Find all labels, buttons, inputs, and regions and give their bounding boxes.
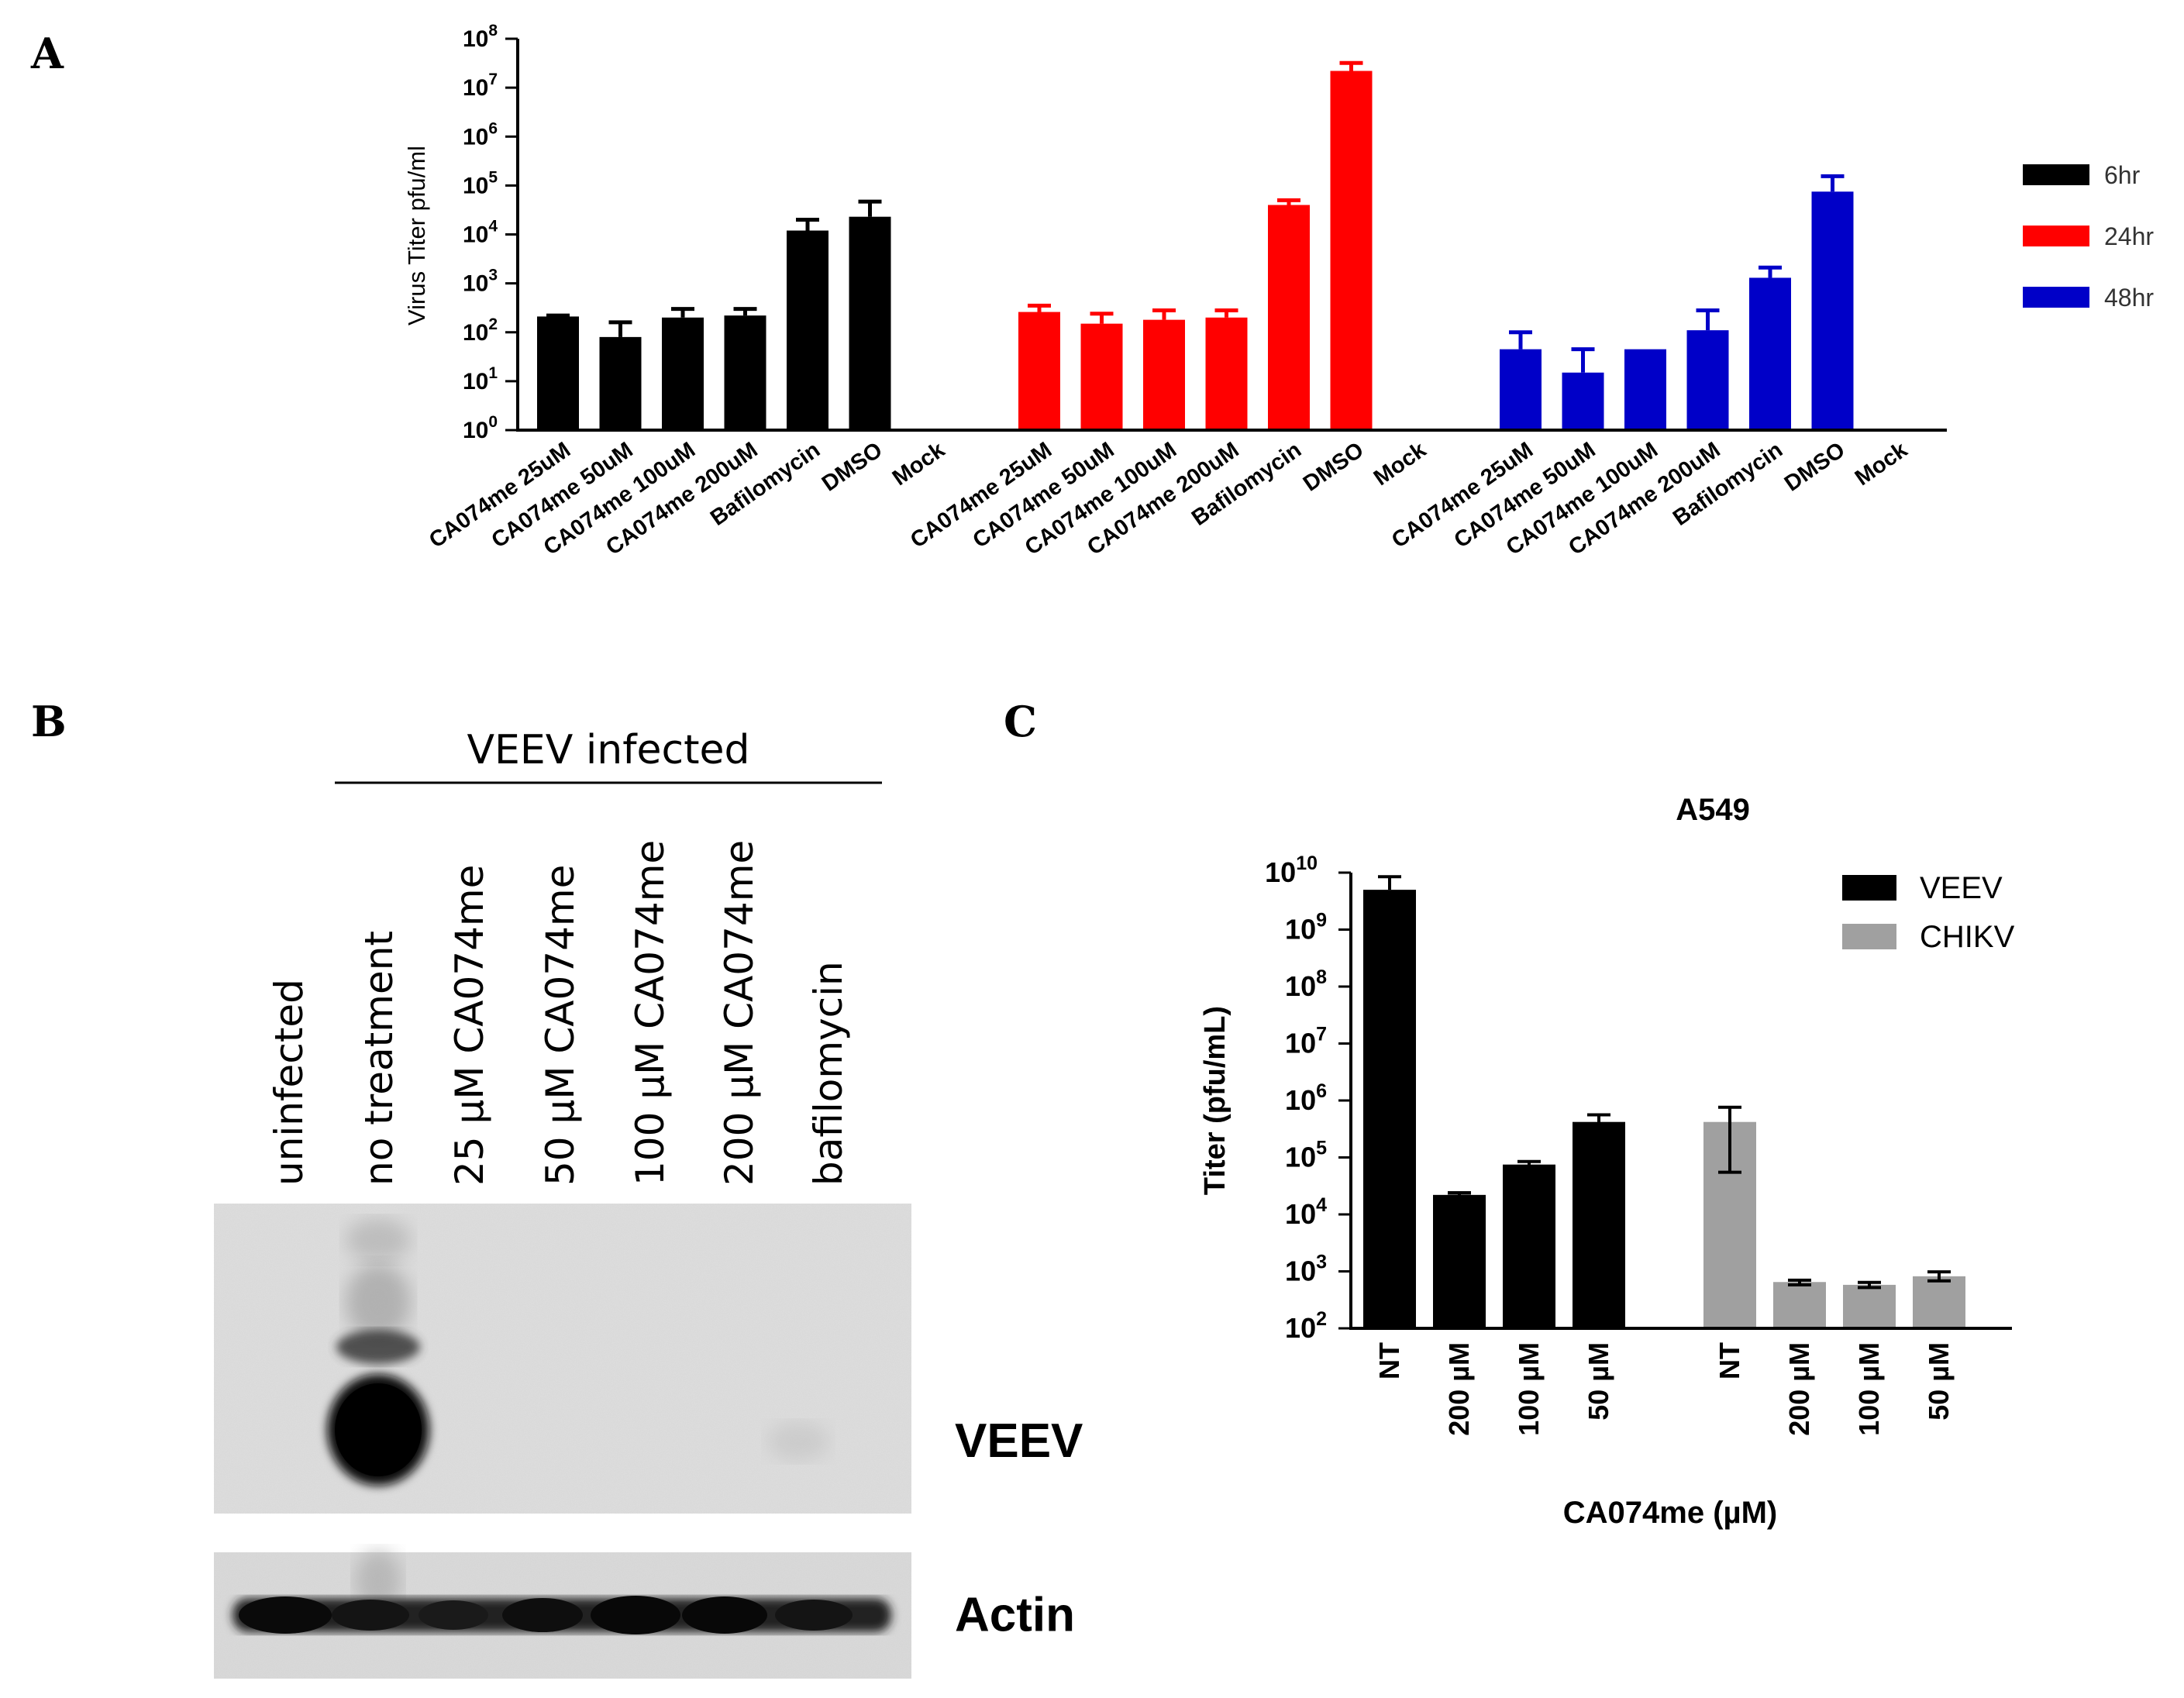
chart-c-bar [1913, 1276, 1965, 1328]
chart-c-y-tick-label: 105 [1285, 1138, 1327, 1173]
chart-c-x-tick-label: 50 µM [1583, 1342, 1614, 1421]
chart-c-legend-label: VEEV [1920, 871, 2003, 905]
chart-a-y-axis: 100 101 102 103 104 105 106 107 108 [463, 22, 518, 443]
chart-a-bar [599, 336, 642, 430]
chart-a-bar [1811, 191, 1854, 430]
blot-lane-label: 200 µM CA074me [717, 840, 762, 1186]
chart-c-y-tick-label: 104 [1285, 1194, 1327, 1230]
panel-label-a: A [30, 29, 64, 78]
chart-a-y-tick-label: 103 [463, 267, 498, 297]
blot-lane-label: 25 µM CA074me [447, 865, 492, 1186]
chart-a-bar [1018, 312, 1060, 430]
chart-a-legend-label: 6hr [2104, 161, 2141, 189]
panel-label-b: B [31, 697, 67, 746]
chart-a-bar [1500, 349, 1542, 430]
chart-c-bars [1363, 875, 1965, 1328]
blot-veev-image [214, 1204, 911, 1514]
chart-a-bar [662, 317, 704, 430]
chart-c-y-label: Titer (pfu/mL) [1199, 1006, 1232, 1195]
chart-a-y-label: Virus Titer pfu/ml [403, 146, 430, 325]
blot-band-label-actin: Actin [955, 1588, 1075, 1641]
chart-a-legend-swatch [2023, 287, 2089, 308]
chart-a-x-tick-label: Mock [1851, 437, 1913, 491]
chart-c-y-tick-label: 103 [1285, 1252, 1327, 1287]
blot-b: VEEV infected uninfected no treatment 25 µ… [214, 727, 1083, 1679]
chart-a-bar [1686, 330, 1729, 430]
chart-c-y-tick-label: 102 [1285, 1308, 1327, 1344]
chart-c-title: A549 [1676, 793, 1750, 827]
chart-a-bar [724, 315, 766, 430]
chart-c-y-tick-label: 109 [1285, 910, 1327, 945]
chart-c-x-tick-label: 50 µM [1923, 1342, 1955, 1421]
chart-a-y-tick-label: 105 [463, 168, 498, 198]
chart-a-bar [1080, 323, 1123, 430]
chart-c-x-tick-label: 100 µM [1853, 1342, 1885, 1436]
chart-c-x-tick-label: 200 µM [1443, 1342, 1475, 1436]
chart-c-bar [1843, 1284, 1896, 1328]
panel-label-c: C [1004, 697, 1037, 746]
chart-a-bar [1143, 319, 1185, 430]
chart-a-bar [1749, 277, 1791, 430]
chart-a: 100 101 102 103 104 105 106 107 108 CA074me 25uM… [403, 22, 2154, 560]
chart-a-y-tick-label: 106 [463, 119, 498, 150]
chart-c-y-tick-label: 107 [1285, 1024, 1327, 1059]
chart-c-bar [1503, 1164, 1555, 1328]
chart-a-bars [537, 60, 1854, 430]
blot-lane-label: 100 µM CA074me [628, 840, 673, 1186]
chart-a-bar [787, 230, 828, 430]
blot-lane-label: bafilomycin [806, 961, 851, 1186]
chart-a-legend-swatch [2023, 164, 2089, 185]
chart-a-bar [1562, 372, 1604, 430]
chart-c-x-labels: NT 200 µM 100 µM 50 µM NT 200 µM 100 µM 50 µM [1373, 1342, 1955, 1436]
chart-c-y-tick-label: 1010 [1265, 852, 1318, 888]
chart-c-legend: VEEV CHIKV [1842, 871, 2015, 954]
chart-a-x-tick-label: DMSO [1299, 438, 1369, 497]
chart-a-bar [1330, 71, 1373, 430]
blot-band-label-veev: VEEV [955, 1414, 1083, 1468]
chart-c-legend-swatch [1842, 875, 1896, 901]
blot-lane-label: 50 µM CA074me [538, 865, 583, 1186]
chart-a-legend-label: 24hr [2104, 222, 2154, 250]
blot-lane-labels: uninfected no treatment 25 µM CA074me 50 µM… [267, 840, 851, 1186]
blot-lane-label: uninfected [267, 979, 312, 1186]
chart-a-bar [1624, 349, 1666, 430]
chart-c-y-axis: 102 103 104 105 106 107 108 109 1010 [1265, 852, 1351, 1344]
chart-c-bar [1363, 890, 1416, 1328]
chart-c: A549 102 103 104 105 106 107 108 109 1010 NT 200 … [1199, 793, 2015, 1530]
chart-c-legend-label: CHIKV [1920, 920, 2015, 954]
chart-a-legend-swatch [2023, 226, 2089, 246]
chart-c-bar [1773, 1282, 1826, 1328]
chart-a-bar [849, 216, 891, 430]
chart-c-x-tick-label: 200 µM [1783, 1342, 1815, 1436]
chart-a-x-tick-label: DMSO [1780, 438, 1850, 497]
blot-group-label: VEEV infected [467, 727, 749, 773]
chart-a-y-tick-label: 100 [463, 413, 498, 443]
chart-a-legend: 6hr 24hr 48hr [2023, 161, 2154, 312]
chart-c-x-tick-label: NT [1714, 1342, 1745, 1379]
chart-a-y-tick-label: 102 [463, 315, 498, 346]
chart-c-y-tick-label: 106 [1285, 1080, 1327, 1116]
blot-actin-image [214, 1550, 911, 1679]
chart-a-x-tick-label: Mock [888, 437, 950, 491]
chart-a-y-tick-label: 107 [463, 71, 498, 101]
chart-c-y-tick-label: 108 [1285, 966, 1327, 1002]
chart-c-x-tick-label: NT [1373, 1342, 1405, 1379]
chart-a-x-tick-label: Mock [1369, 437, 1431, 491]
chart-c-x-label: CA074me (µM) [1563, 1496, 1777, 1530]
chart-a-legend-label: 48hr [2104, 284, 2154, 312]
chart-c-x-tick-label: 100 µM [1513, 1342, 1545, 1436]
chart-a-y-tick-label: 108 [463, 22, 498, 52]
chart-a-bar [1205, 317, 1248, 430]
chart-a-bar [1268, 205, 1310, 430]
chart-c-bar [1573, 1121, 1625, 1328]
chart-c-bar [1433, 1194, 1486, 1328]
chart-a-bar [537, 316, 579, 430]
blot-lane-label: no treatment [357, 931, 401, 1186]
chart-a-x-tick-label: DMSO [818, 438, 887, 497]
chart-a-y-tick-label: 104 [463, 218, 498, 248]
chart-c-legend-swatch [1842, 924, 1896, 949]
chart-a-y-tick-label: 101 [463, 364, 498, 394]
